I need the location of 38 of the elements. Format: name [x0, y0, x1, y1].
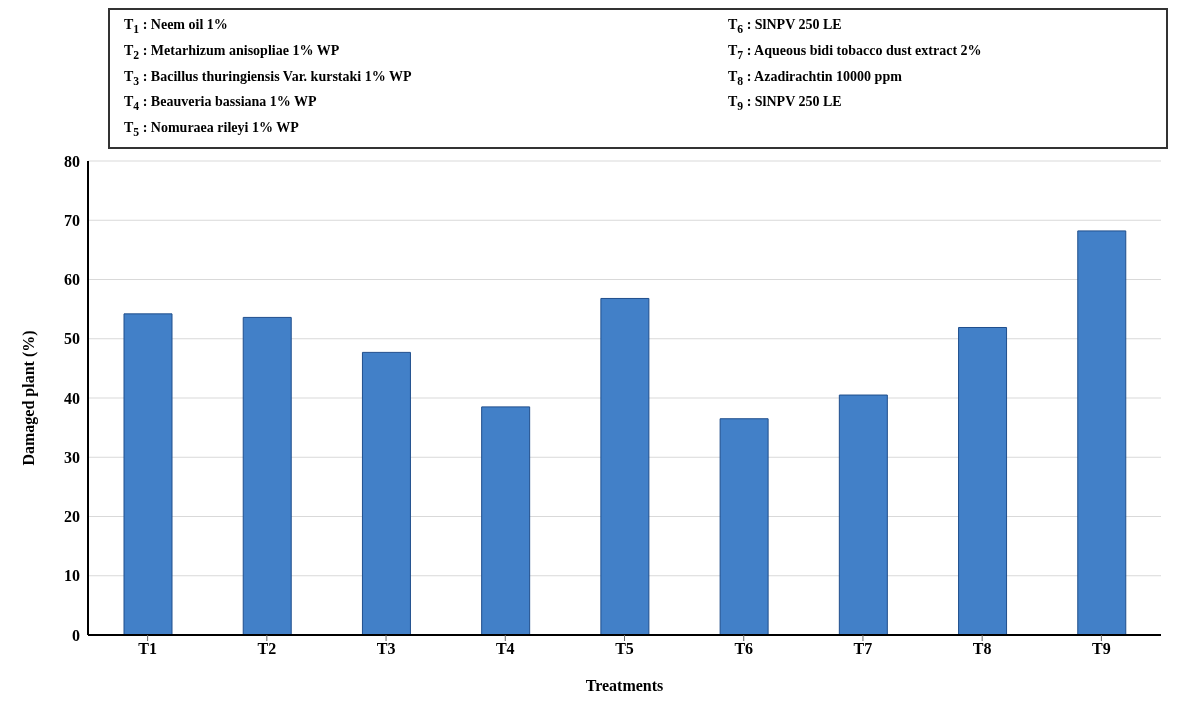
text: T$_{8}$ : Azadirachtin 10000 ppm	[728, 67, 903, 90]
bar	[600, 297, 650, 635]
bar	[838, 394, 888, 635]
x-tick-label: T1	[138, 640, 157, 658]
x-tick-label: T2	[257, 640, 277, 658]
bar	[1077, 230, 1127, 635]
bar	[958, 326, 1008, 635]
bar	[242, 316, 292, 635]
y-tick-label: 80	[64, 152, 80, 170]
y-tick-label: 30	[64, 448, 80, 466]
y-tick-label: 70	[64, 211, 80, 229]
y-axis-title: Damaged plant (%)	[19, 330, 38, 466]
y-tick-label: 60	[64, 271, 80, 289]
y-tick-label: 10	[64, 567, 80, 585]
bar	[361, 351, 411, 635]
x-tick-label: T6	[734, 640, 754, 658]
text: T$_{6}$ : SlNPV 250 LE	[728, 16, 843, 38]
text: T$_{2}$ : Metarhizum anisopliae 1% WP	[124, 41, 341, 64]
bar	[719, 418, 769, 635]
text: T$_{5}$ : Nomuraea rileyi 1% WP	[124, 119, 300, 141]
x-tick-label: T4	[495, 640, 515, 658]
text: T$_{1}$ : Neem oil 1%	[124, 16, 229, 38]
y-tick-label: 20	[64, 508, 80, 526]
text: T$_{4}$ : Beauveria bassiana 1% WP	[124, 93, 318, 116]
text: T$_{9}$ : SlNPV 250 LE	[728, 93, 843, 116]
x-tick-label: T8	[972, 640, 992, 658]
y-tick-label: 40	[64, 389, 80, 407]
y-tick-label: 50	[64, 330, 80, 348]
x-tick-label: T7	[853, 640, 873, 658]
text: T$_{3}$ : Bacillus thuringiensis Var. kurstaki 1% WP	[124, 67, 413, 90]
text: T$_{7}$ : Aqueous bidi tobacco dust extract 2%	[728, 41, 983, 64]
y-tick-label: 0	[72, 626, 80, 644]
x-axis-title: Treatments	[585, 676, 664, 694]
bar	[123, 313, 173, 635]
bar	[481, 406, 531, 635]
x-tick-label: T9	[1092, 640, 1111, 658]
x-tick-label: T3	[376, 640, 396, 658]
x-tick-label: T5	[615, 640, 634, 658]
